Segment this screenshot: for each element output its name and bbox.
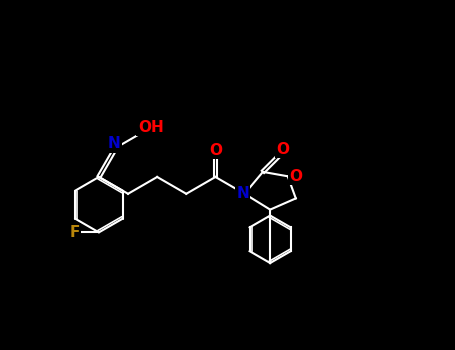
Text: N: N bbox=[107, 136, 120, 152]
Text: F: F bbox=[69, 225, 80, 240]
Text: N: N bbox=[236, 186, 249, 201]
Text: O: O bbox=[209, 143, 222, 158]
Text: OH: OH bbox=[138, 120, 164, 135]
Text: O: O bbox=[289, 169, 302, 184]
Text: O: O bbox=[276, 142, 289, 157]
